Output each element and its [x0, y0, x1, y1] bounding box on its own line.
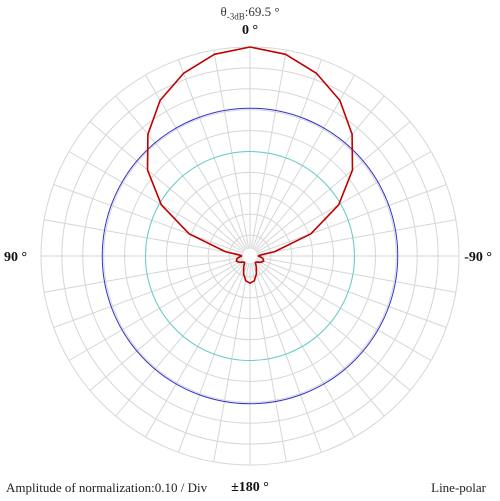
- grid-spoke: [257, 219, 456, 256]
- grid-spoke: [256, 258, 447, 328]
- grid-spoke: [256, 151, 432, 253]
- grid-spoke: [250, 263, 287, 462]
- grid-spoke: [254, 95, 385, 251]
- grid-spoke: [89, 260, 245, 391]
- grid-spoke: [257, 256, 456, 293]
- grid-spoke: [44, 219, 243, 256]
- grid-spoke: [254, 261, 385, 417]
- angle-label-bottom: ±180 °: [231, 480, 269, 495]
- grid-spoke: [253, 262, 355, 438]
- grid-spoke: [115, 95, 246, 251]
- pattern-line: [146, 46, 354, 284]
- beamwidth-value: :69.5 °: [244, 4, 280, 19]
- grid-spoke: [145, 262, 247, 438]
- amplitude-normalization-label: Amplitude of normalization:0.10 / Div: [6, 480, 208, 495]
- grid-spoke: [213, 263, 250, 462]
- grid-spoke: [53, 184, 244, 254]
- plot-mode-label: Line-polar: [431, 480, 486, 495]
- grid-spoke: [253, 74, 355, 250]
- grid-spoke: [252, 59, 322, 250]
- grid-spoke: [178, 262, 248, 453]
- angle-label-right: -90 °: [464, 250, 492, 265]
- grid-spoke: [44, 256, 243, 293]
- grid-spoke: [89, 121, 245, 252]
- grid-spoke: [252, 262, 322, 453]
- grid-spoke: [145, 74, 247, 250]
- grid-spoke: [213, 50, 250, 249]
- grid-spoke: [255, 121, 411, 252]
- grid-spoke: [68, 259, 244, 361]
- grid-spoke: [115, 261, 246, 417]
- theta-symbol: θ: [220, 4, 227, 19]
- pattern-series: [146, 46, 354, 284]
- polar-grid: [40, 46, 460, 466]
- reference-circles: [101, 107, 399, 405]
- theta-subscript: -3dB: [226, 11, 245, 22]
- grid-spoke: [256, 184, 447, 254]
- reference-circle: [145, 151, 355, 361]
- grid-spoke: [53, 258, 244, 328]
- reference-circle: [101, 107, 399, 405]
- grid-spoke: [178, 59, 248, 250]
- grid-spoke: [255, 260, 411, 391]
- grid-spoke: [256, 259, 432, 361]
- angle-label-top: 0 °: [241, 23, 259, 38]
- angle-label-left: 90 °: [4, 250, 28, 265]
- grid-spoke: [68, 151, 244, 253]
- beamwidth-title: θ-3dB:69.5 °: [0, 4, 500, 22]
- grid-spoke: [250, 50, 287, 249]
